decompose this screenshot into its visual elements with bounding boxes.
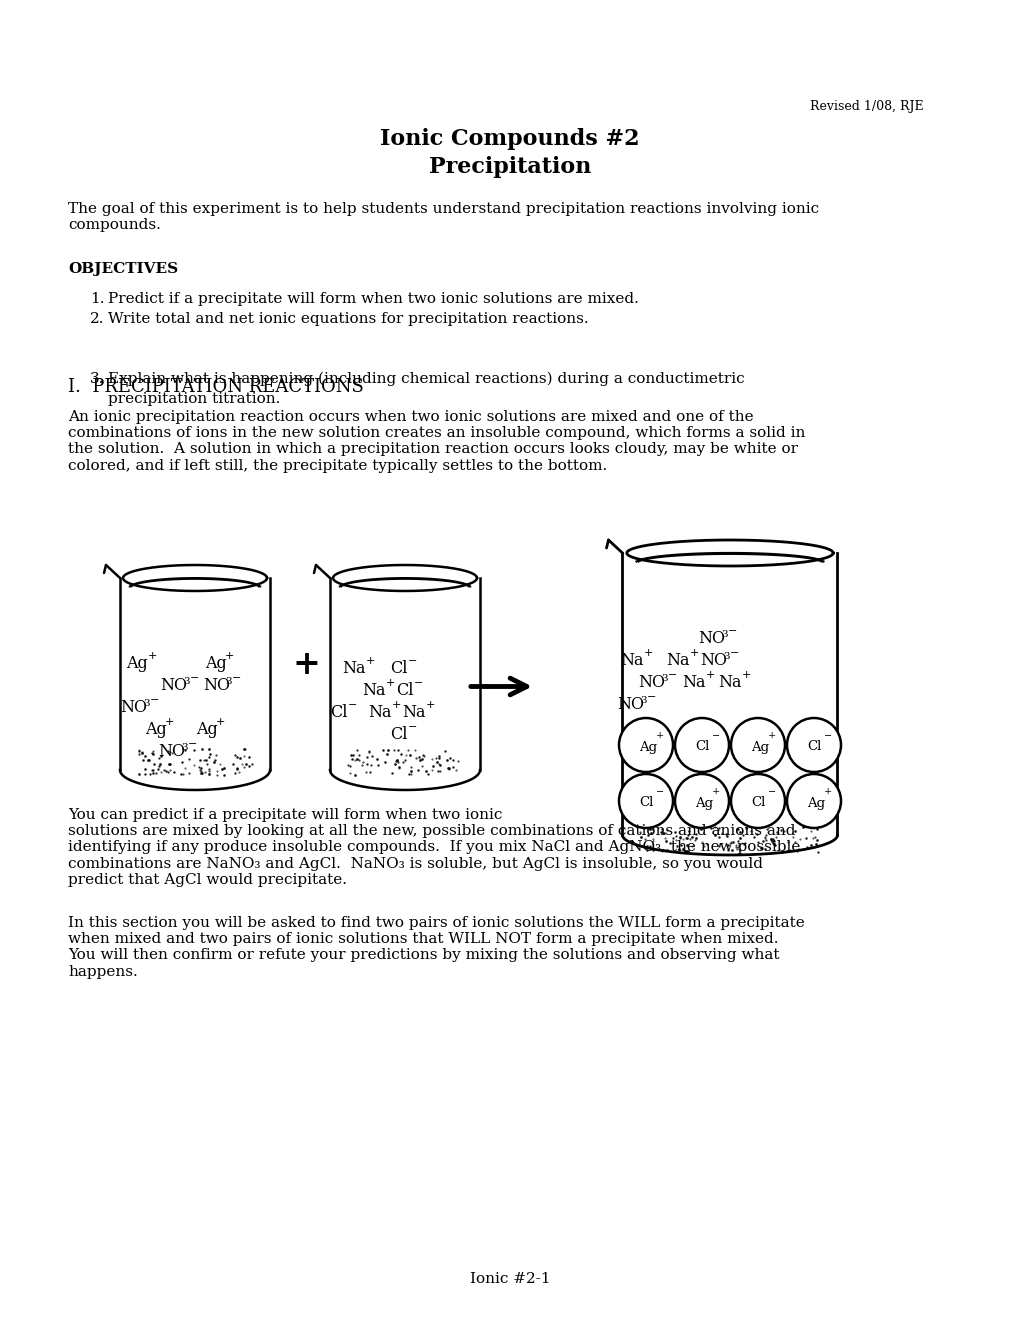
- Text: 3: 3: [182, 677, 190, 686]
- Text: NO: NO: [616, 696, 643, 713]
- Text: +: +: [741, 671, 751, 680]
- Text: +: +: [385, 678, 395, 688]
- Text: Ag: Ag: [126, 655, 148, 672]
- Text: +: +: [823, 788, 832, 796]
- Text: Ag: Ag: [638, 741, 656, 754]
- Text: An ionic precipitation reaction occurs when two ionic solutions are mixed and on: An ionic precipitation reaction occurs w…: [68, 411, 805, 473]
- Text: −: −: [655, 788, 663, 796]
- Text: +: +: [689, 648, 699, 657]
- Text: −: −: [730, 648, 739, 657]
- Text: +: +: [711, 788, 719, 796]
- Text: +: +: [643, 648, 653, 657]
- Text: Write total and net ionic equations for precipitation reactions.: Write total and net ionic equations for …: [108, 312, 588, 326]
- Text: 1.: 1.: [90, 292, 104, 306]
- Text: −: −: [667, 671, 677, 680]
- Text: You can predict if a precipitate will form when two ionic
solutions are mixed by: You can predict if a precipitate will fo…: [68, 808, 800, 887]
- Text: Cl: Cl: [330, 704, 347, 721]
- Text: 3: 3: [660, 675, 667, 682]
- Text: +: +: [165, 717, 174, 727]
- Text: The goal of this experiment is to help students understand precipitation reactio: The goal of this experiment is to help s…: [68, 202, 818, 232]
- Text: 3: 3: [143, 700, 150, 708]
- Text: −: −: [408, 722, 417, 733]
- Text: 2.: 2.: [90, 312, 104, 326]
- Text: Ag: Ag: [694, 796, 712, 809]
- Text: −: −: [150, 696, 159, 705]
- Circle shape: [731, 718, 785, 772]
- Text: Cl: Cl: [395, 682, 413, 700]
- Text: +: +: [366, 656, 375, 667]
- Text: Na: Na: [620, 652, 643, 669]
- Text: NO: NO: [120, 700, 147, 715]
- Text: 3: 3: [720, 630, 727, 639]
- Text: Na: Na: [682, 675, 705, 690]
- Text: NO: NO: [158, 743, 184, 760]
- Text: Cl: Cl: [750, 796, 764, 809]
- Text: +: +: [291, 648, 320, 681]
- Text: Cl: Cl: [694, 741, 708, 754]
- Text: Na: Na: [341, 660, 365, 677]
- Text: In this section you will be asked to find two pairs of ionic solutions the WILL : In this section you will be asked to fin…: [68, 916, 804, 978]
- Circle shape: [619, 718, 673, 772]
- Circle shape: [619, 774, 673, 828]
- Text: Ag: Ag: [806, 796, 824, 809]
- Text: NO: NO: [637, 675, 664, 690]
- Text: −: −: [767, 788, 775, 796]
- Circle shape: [731, 774, 785, 828]
- Circle shape: [675, 774, 729, 828]
- Text: Ag: Ag: [205, 655, 226, 672]
- Circle shape: [675, 718, 729, 772]
- Text: Ionic Compounds #2: Ionic Compounds #2: [380, 128, 639, 150]
- Text: OBJECTIVES: OBJECTIVES: [68, 261, 178, 276]
- Text: Revised 1/08, RJE: Revised 1/08, RJE: [809, 100, 923, 114]
- Circle shape: [787, 774, 841, 828]
- Text: +: +: [148, 651, 157, 661]
- Text: Na: Na: [368, 704, 391, 721]
- Text: Predict if a precipitate will form when two ionic solutions are mixed.: Predict if a precipitate will form when …: [108, 292, 638, 306]
- Text: 3: 3: [225, 677, 231, 686]
- Text: Na: Na: [665, 652, 689, 669]
- Text: Na: Na: [401, 704, 425, 721]
- Text: NO: NO: [699, 652, 727, 669]
- Text: −: −: [414, 678, 423, 688]
- Text: −: −: [823, 731, 832, 741]
- Text: −: −: [190, 673, 199, 682]
- Text: 3.: 3.: [90, 372, 104, 385]
- Text: Ag: Ag: [196, 721, 217, 738]
- Text: Na: Na: [717, 675, 741, 690]
- Text: Precipitation: Precipitation: [428, 156, 591, 178]
- Text: −: −: [347, 700, 357, 710]
- Text: 3: 3: [722, 652, 729, 661]
- Text: Cl: Cl: [638, 796, 653, 809]
- Text: −: −: [728, 626, 737, 636]
- Text: −: −: [646, 692, 656, 702]
- Text: Ag: Ag: [750, 741, 768, 754]
- Text: NO: NO: [697, 630, 725, 647]
- Text: 3: 3: [180, 743, 187, 752]
- Text: −: −: [408, 656, 417, 667]
- Text: −: −: [711, 731, 719, 741]
- Text: Cl: Cl: [389, 660, 408, 677]
- Circle shape: [787, 718, 841, 772]
- Text: +: +: [655, 731, 663, 741]
- Text: 3: 3: [639, 696, 646, 705]
- Text: Cl: Cl: [389, 726, 408, 743]
- Text: precipitation titration.: precipitation titration.: [108, 392, 280, 407]
- Text: NO: NO: [160, 677, 186, 694]
- Text: Explain what is happening (including chemical reactions) during a conductimetric: Explain what is happening (including che…: [108, 372, 744, 387]
- Text: Na: Na: [362, 682, 385, 700]
- Text: Ionic #2-1: Ionic #2-1: [469, 1272, 550, 1286]
- Text: I.  PRECIPITATION REACTIONS: I. PRECIPITATION REACTIONS: [68, 378, 364, 396]
- Text: +: +: [391, 700, 401, 710]
- Text: +: +: [225, 651, 234, 661]
- Text: −: −: [187, 739, 198, 748]
- Text: +: +: [767, 731, 775, 741]
- Text: −: −: [231, 673, 242, 682]
- Text: +: +: [216, 717, 225, 727]
- Text: +: +: [705, 671, 714, 680]
- Text: Cl: Cl: [806, 741, 820, 754]
- Text: NO: NO: [203, 677, 229, 694]
- Text: +: +: [426, 700, 435, 710]
- Text: Ag: Ag: [145, 721, 166, 738]
